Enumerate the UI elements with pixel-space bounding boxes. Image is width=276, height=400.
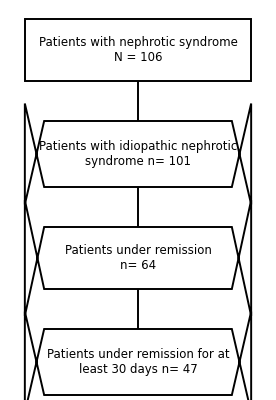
Text: Patients with nephrotic syndrome
N = 106: Patients with nephrotic syndrome N = 106 [39, 36, 237, 64]
FancyBboxPatch shape [25, 19, 251, 81]
Text: Patients under remission
n= 64: Patients under remission n= 64 [65, 244, 211, 272]
Polygon shape [25, 312, 251, 400]
Polygon shape [25, 200, 251, 316]
Polygon shape [25, 104, 251, 204]
Text: Patients with idiopathic nephrotic
syndrome n= 101: Patients with idiopathic nephrotic syndr… [39, 140, 237, 168]
Text: Patients under remission for at
least 30 days n= 47: Patients under remission for at least 30… [47, 348, 229, 376]
